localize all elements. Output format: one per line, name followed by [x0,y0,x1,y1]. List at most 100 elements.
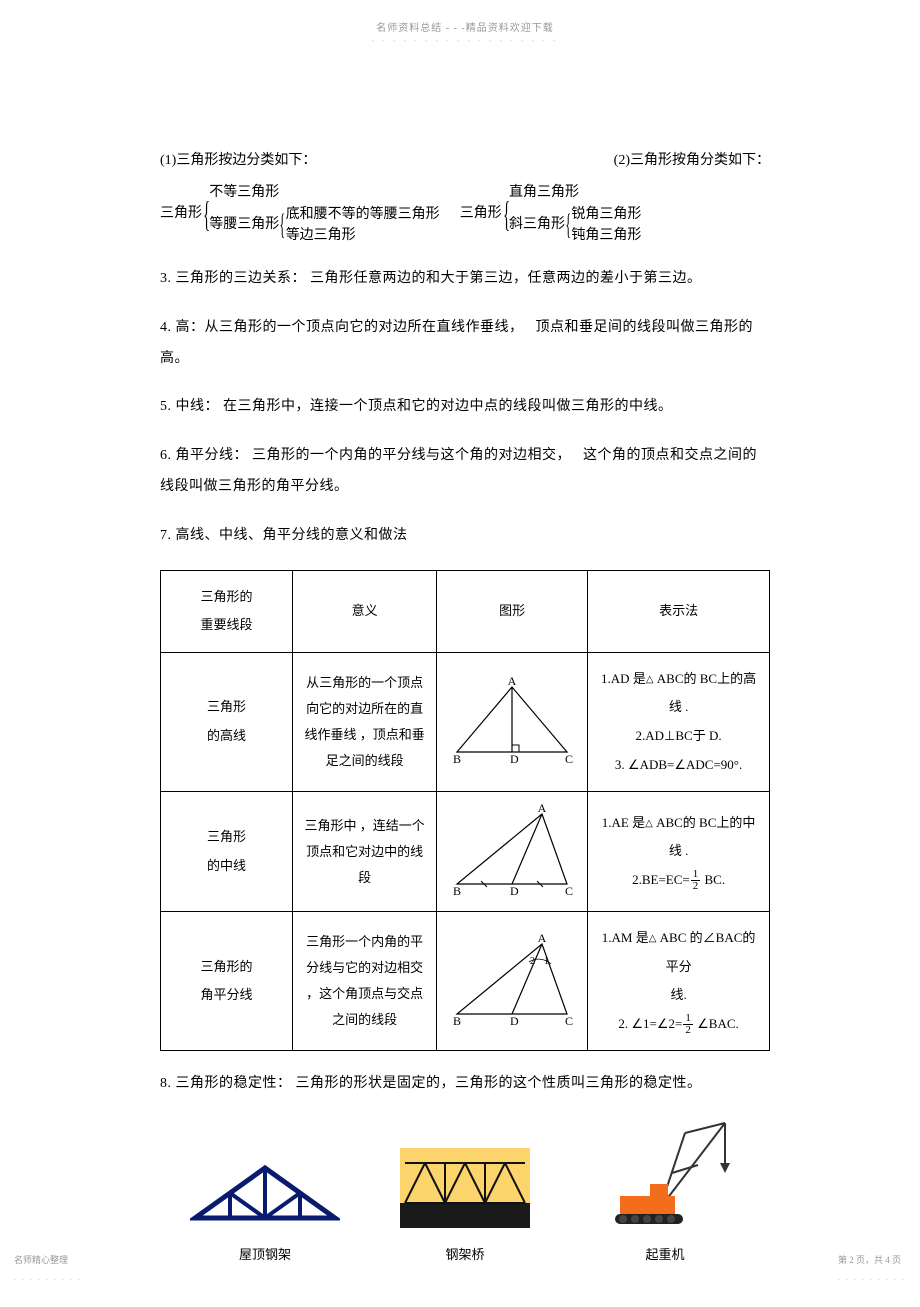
tree-by-side: 三角形 { 不等三角形 等腰三角形 { 底和腰不等的等腰三角形 等边三角形 [160,182,440,246]
image-bridge: 钢架桥 [400,1148,530,1267]
cell-name: 三角形 的中线 [161,792,293,912]
point-8: 8. 三角形的稳定性： 三角形的形状是固定的，三角形的这个性质叫三角形的稳定性。 [160,1069,770,1100]
svg-text:B: B [453,884,461,898]
table-row: 三角形的 角平分线 三角形一个内角的平分线与它的对边相交 ，这个角顶点与交点之间… [161,912,770,1051]
table-row: 三角形 的中线 三角形中 ，连结一个顶点和它对边中的线段 A B D C 1.A… [161,792,770,912]
header-dots: - - - - - - - - - - - - - - - - - - [160,34,770,48]
classification-titles: (1)三角形按边分类如下： (2)三角形按角分类如下： [160,148,770,173]
footer-dots: . . . . . . . . . [838,1271,906,1285]
cell-meaning: 三角形一个内角的平分线与它的对边相交 ，这个角顶点与交点之间的线段 [293,912,437,1051]
cell-text: 的高线 [207,728,246,743]
rep-text: 1.AD 是 [601,671,646,686]
rep-text: 3. ∠ADB=∠ADC=90°. [615,757,742,772]
image-crane: 起重机 [590,1118,740,1267]
classify-left-title: (1)三角形按边分类如下： [160,148,316,173]
rep-text: 1.AM 是 [602,930,649,945]
roof-truss-icon [190,1158,340,1228]
p6-seg: 这个角的顶点和交点之间的 [583,448,757,463]
fraction: 12 [691,869,701,892]
th-meaning: 意义 [293,570,437,652]
tree-by-angle: 三角形 { 直角三角形 斜三角形 { 锐角三角形 钝角三角形 [460,182,642,246]
cell-figure: A B D C [437,792,588,912]
rep-text: 2.AD⊥BC于 D. [636,728,722,743]
tree-subitem: 等边三角形 [286,225,440,246]
cell-meaning: 三角形中 ，连结一个顶点和它对边中的线段 [293,792,437,912]
tree-root-left: 三角形 [160,201,202,226]
brace-icon: { [203,205,210,223]
svg-text:C: C [565,752,573,766]
p6-seg: 6. 角平分线： 三角形的一个内角的平分线与这个角的对边相交， [160,448,571,463]
cell-text: 的中线 [207,858,246,873]
tree-item: 不等三角形 [209,182,439,204]
tree-root-right: 三角形 [460,201,502,226]
rep-text: ABC 的∠BAC的平分 [656,930,755,974]
triangle-symbol-icon: △ [645,818,653,829]
steel-bridge-icon [400,1148,530,1228]
p6-seg: 线段叫做三角形的角平分线。 [160,479,349,494]
p4-seg: 顶点和垂足间的线段叫做三角形的 [536,320,754,335]
table-row: 三角形 的高线 从三角形的一个顶点向它的对边所在的直线作垂线 ，顶点和垂足之间的… [161,652,770,791]
tree-item: 直角三角形 [509,182,641,204]
tree-subitem: 钝角三角形 [571,225,641,246]
point-3: 3. 三角形的三边关系： 三角形任意两边的和大于第三边，任意两边的差小于第三边。 [160,264,770,295]
p4-seg: 4. 高：从三角形的一个顶点向它的对边所在直线作垂线， [160,320,524,335]
p4-seg: 高。 [160,351,189,366]
image-roof: 屋顶钢架 [190,1158,340,1267]
rep-text: ABC的 BC上的中线 . [653,815,756,859]
cell-figure: A B D C [437,652,588,791]
th-figure: 图形 [437,570,588,652]
svg-text:D: D [510,884,519,898]
svg-text:C: C [565,1014,573,1028]
svg-text:A: A [538,934,547,945]
cell-rep: 1.AE 是△ ABC的 BC上的中线 . 2.BE=EC=12 BC. [588,792,770,912]
cell-figure: 2 1 A B D C [437,912,588,1051]
svg-text:B: B [453,1014,461,1028]
header-text: 名师资料总结 - - -精品资料欢迎下载 [376,23,554,34]
tree-item: 等腰三角形 [209,214,279,236]
svg-text:D: D [510,752,519,766]
spec-table: 三角形的 重要线段 意义 图形 表示法 三角形 的高线 从三角形的一个顶点向它的… [160,570,770,1052]
cell-text: 角平分线 [201,987,253,1002]
crane-icon [590,1118,740,1228]
triangle-symbol-icon: △ [646,674,654,685]
cell-text: 三角形 [207,829,246,844]
th-segment: 三角形的 重要线段 [161,570,293,652]
th-text: 三角形的 [201,589,253,604]
stability-images: 屋顶钢架 钢架桥 [160,1118,770,1267]
footer-left: 名师精心整理 . . . . . . . . . [14,1252,82,1285]
caption-bridge: 钢架桥 [400,1243,530,1266]
svg-text:C: C [565,884,573,898]
point-6: 6. 角平分线： 三角形的一个内角的平分线与这个角的对边相交， 这个角的顶点和交… [160,441,770,503]
svg-text:A: A [538,804,547,815]
footer-right: 第 2 页，共 4 页 . . . . . . . . . [838,1252,906,1285]
tree-item: 斜三角形 [509,214,565,236]
brace-icon: { [503,205,510,223]
triangle-median-icon: A B D C [447,804,577,899]
th-rep: 表示法 [588,570,770,652]
point-7: 7. 高线、中线、角平分线的意义和做法 [160,521,770,552]
cell-name: 三角形 的高线 [161,652,293,791]
rep-text: 线. [670,987,686,1002]
cell-name: 三角形的 角平分线 [161,912,293,1051]
classify-right-title: (2)三角形按角分类如下： [614,148,770,173]
rep-text: ∠BAC. [694,1016,739,1031]
cell-rep: 1.AM 是△ ABC 的∠BAC的平分 线. 2. ∠1=∠2=12 ∠BAC… [588,912,770,1051]
cell-rep: 1.AD 是△ ABC的 BC上的高线 . 2.AD⊥BC于 D. 3. ∠AD… [588,652,770,791]
table-row: 三角形的 重要线段 意义 图形 表示法 [161,570,770,652]
brace-icon: { [565,217,571,232]
page-header: 名师资料总结 - - -精品资料欢迎下载 - - - - - - - - - -… [160,20,770,48]
svg-text:2: 2 [530,956,535,967]
cell-text: 三角形 [207,699,246,714]
classification-trees: 三角形 { 不等三角形 等腰三角形 { 底和腰不等的等腰三角形 等边三角形 三角… [160,182,770,264]
caption-crane: 起重机 [590,1243,740,1266]
footer-text: 第 2 页，共 4 页 [838,1255,901,1265]
th-text: 重要线段 [201,617,253,632]
triangle-bisector-icon: 2 1 A B D C [447,934,577,1029]
caption-roof: 屋顶钢架 [190,1243,340,1266]
tree-subitem: 底和腰不等的等腰三角形 [286,204,440,225]
rep-text: 2. ∠1=∠2= [618,1016,682,1031]
svg-text:D: D [510,1014,519,1028]
rep-text: ABC的 BC上的高线 . [654,671,757,715]
tree-subitem: 锐角三角形 [571,204,641,225]
footer-dots: . . . . . . . . . [14,1271,82,1285]
